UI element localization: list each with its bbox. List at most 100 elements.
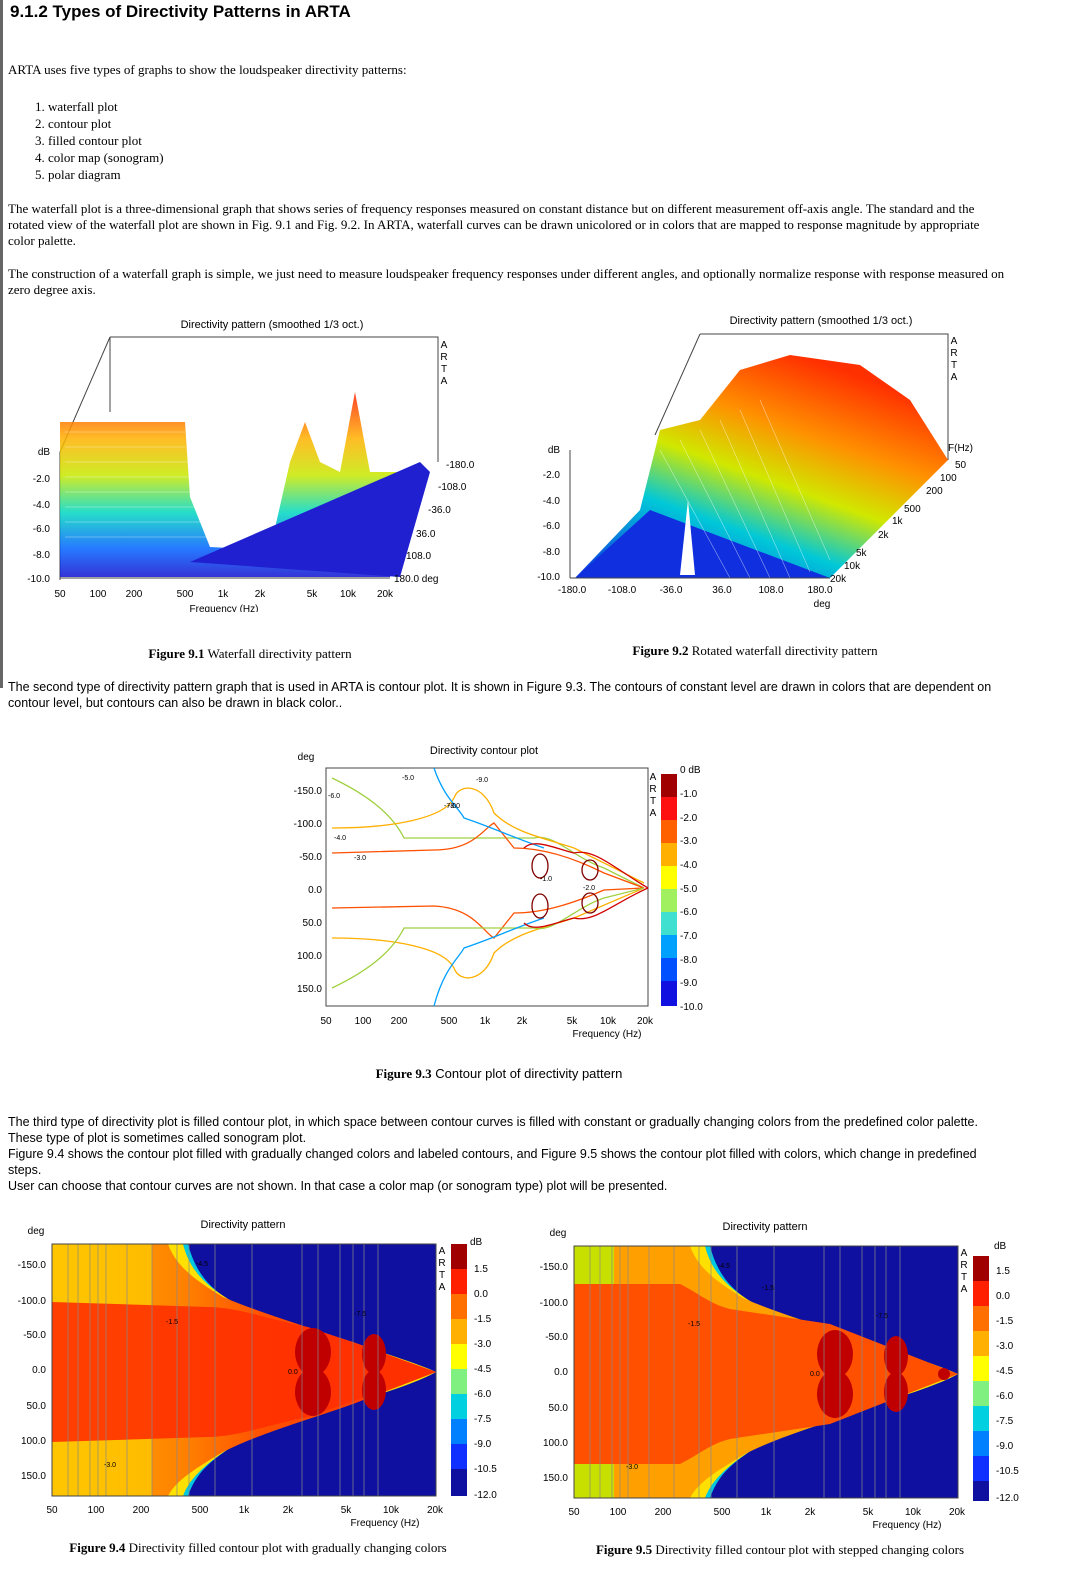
contour-label: -2.0	[583, 885, 595, 892]
colorbar-label: -7.5	[996, 1416, 1014, 1427]
list-item: polar diagram	[48, 166, 164, 183]
list-item: filled contour plot	[48, 132, 164, 149]
tick-label: 1k	[480, 1016, 492, 1027]
tick-label: 0.0	[32, 1365, 46, 1376]
contour-lines	[331, 767, 649, 1007]
colorbar-label: -9.0	[474, 1439, 492, 1450]
filled-paragraph-3: User can choose that contour curves are …	[8, 1179, 668, 1193]
svg-text:R: R	[649, 784, 656, 795]
tick-label: -50.0	[23, 1330, 46, 1341]
tick-label: 10k	[600, 1016, 617, 1027]
tick-label: 500	[904, 504, 921, 515]
colorbar-unit: dB	[994, 1241, 1007, 1252]
contour-label: -1.0	[540, 876, 552, 883]
tick-label: 10k	[340, 589, 357, 600]
tick-label: 10k	[383, 1505, 400, 1516]
contour-value-labels: -6.0 -5.0 -9.0 -7.0 -8.0 -4.0 -3.0 -1.0 …	[328, 775, 595, 892]
tick-label: -100.0	[294, 819, 323, 830]
contour-label: -8.0	[448, 803, 460, 810]
y-axis-label: dB	[548, 445, 561, 456]
contour-label: 0.0	[288, 1369, 298, 1376]
filled-contour-field	[573, 1245, 959, 1499]
y-axis-label: deg	[550, 1228, 567, 1239]
colorbar-label: -4.0	[680, 860, 698, 871]
contour-value-labels: -4.5 -1.5 -1.5 -7.5 0.0 -3.0	[626, 1263, 888, 1471]
colorbar-label: -3.0	[474, 1339, 492, 1350]
arta-brand: A R T A	[960, 1248, 967, 1295]
tick-label: 0.0	[308, 885, 322, 896]
svg-text:T: T	[441, 364, 447, 375]
tick-label: 5k	[567, 1016, 579, 1027]
contour-label: -5.0	[402, 775, 414, 782]
tick-label: 50	[955, 460, 967, 471]
y-ticks: -2.0 -4.0 -6.0 -8.0 -10.0	[27, 474, 50, 585]
x-axis-label: Frequency (Hz)	[573, 1029, 642, 1040]
caption-9-3: Figure 9.3 Contour plot of directivity p…	[375, 1066, 623, 1081]
y-ticks: -150.0 -100.0 -50.0 0.0 50.0 100.0 150.0	[540, 1262, 569, 1484]
contour-label: 0.0	[810, 1371, 820, 1378]
tick-label: 200	[655, 1507, 672, 1518]
svg-text:A: A	[441, 340, 448, 351]
tick-label: -8.0	[33, 550, 51, 561]
tick-label: -4.0	[33, 500, 51, 511]
colorbar-label: 0.0	[474, 1289, 488, 1300]
tick-label: 20k	[637, 1016, 654, 1027]
tick-label: 1k	[239, 1505, 251, 1516]
tick-label: 50	[46, 1505, 58, 1516]
list-item: contour plot	[48, 115, 164, 132]
svg-text:A: A	[961, 1284, 968, 1295]
tick-label: 200	[926, 486, 943, 497]
contour-label: -6.0	[328, 793, 340, 800]
tick-label: 5k	[307, 589, 319, 600]
tick-label: -150.0	[540, 1262, 569, 1273]
tick-label: 100	[88, 1505, 105, 1516]
tick-label: 150.0	[21, 1471, 46, 1482]
list-item: color map (sonogram)	[48, 149, 164, 166]
colorbar-label: -4.5	[474, 1364, 492, 1375]
tick-label: 1k	[761, 1507, 773, 1518]
colorbar-label: -8.0	[680, 955, 698, 966]
contour-label: -1.5	[166, 1319, 178, 1326]
arta-brand: A R T A	[950, 336, 957, 383]
tick-label: 100.0	[543, 1438, 568, 1449]
tick-label: -2.0	[543, 470, 561, 481]
colorbar-label: -3.0	[996, 1341, 1014, 1352]
tick-label: -6.0	[543, 521, 561, 532]
tick-label: -180.0	[446, 460, 475, 471]
contour-label: -4.5	[196, 1261, 208, 1268]
chart-title: Directivity pattern (smoothed 1/3 oct.)	[730, 315, 913, 327]
colorbar-label: -1.5	[474, 1314, 492, 1325]
contour-label: -7.5	[876, 1313, 888, 1320]
tick-label: -100.0	[18, 1296, 47, 1307]
contour-label: -7.5	[354, 1311, 366, 1318]
waterfall-surface	[575, 355, 948, 579]
svg-text:A: A	[951, 336, 958, 347]
tick-label: 20k	[830, 574, 847, 585]
contour-label: -1.5	[762, 1285, 774, 1292]
tick-label: -108.0	[608, 585, 637, 596]
tick-label: 1k	[892, 516, 904, 527]
filled-paragraph-2: Figure 9.4 shows the contour plot filled…	[8, 1147, 977, 1177]
colorbar-label: -7.5	[474, 1414, 492, 1425]
tick-label: 5k	[856, 548, 868, 559]
colorbar-label: -6.0	[996, 1391, 1014, 1402]
colorbar-label: -6.0	[474, 1389, 492, 1400]
y-axis-label: dB	[38, 447, 51, 458]
tick-label: 2k	[878, 530, 890, 541]
tick-label: 100	[940, 473, 957, 484]
list-item: waterfall plot	[48, 98, 164, 115]
contour-label: -7.0	[444, 803, 456, 810]
tick-label: 2k	[805, 1507, 817, 1518]
colorbar-label: -2.0	[680, 813, 698, 824]
colorbar: 0 dB -1.0 -2.0 -3.0 -4.0 -5.0 -6.0 -7.0 …	[661, 765, 703, 1013]
figure-9-5: Directivity pattern deg -4.5 -1.5 -1.5 -	[530, 1214, 1050, 1539]
colorbar-label: -7.0	[680, 931, 698, 942]
colorbar-label: -12.0	[996, 1493, 1019, 1504]
tick-label: 108.0	[406, 551, 431, 562]
svg-text:A: A	[441, 376, 448, 387]
tick-label: 100.0	[21, 1436, 46, 1447]
waterfall-surface	[60, 392, 430, 577]
x-axis-label: Frequency (Hz)	[873, 1520, 942, 1531]
colorbar-label: -1.5	[996, 1316, 1014, 1327]
chart-title: Directivity contour plot	[430, 745, 538, 757]
